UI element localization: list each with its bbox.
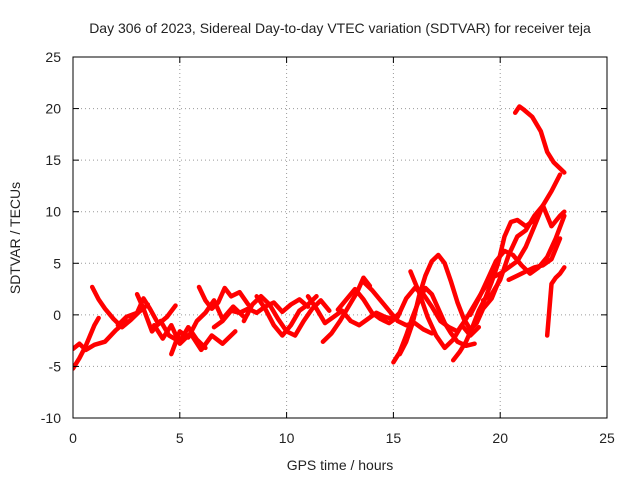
y-tick-label: 10: [45, 204, 61, 220]
x-tick-label: 0: [69, 430, 77, 446]
series-track-8: [196, 284, 251, 311]
axis-ticks: 0 5 10 15 20 25 -10 -5 0 5 10 15 20 25: [41, 49, 615, 446]
chart-title: Day 306 of 2023, Sidereal Day-to-day VTE…: [89, 20, 591, 36]
series-track-9: [211, 297, 311, 330]
series-track-24: [512, 104, 567, 175]
x-tick-label: 5: [176, 430, 184, 446]
series-track-25: [544, 265, 567, 338]
series-track-12: [305, 294, 403, 328]
series-track-18: [408, 269, 482, 351]
x-tick-label: 15: [386, 430, 402, 446]
y-tick-label: 25: [45, 49, 61, 65]
y-tick-label: -5: [49, 358, 62, 374]
series-track-11: [254, 294, 319, 338]
y-axis-label: SDTVAR / TECUs: [7, 182, 23, 294]
series-track-21: [468, 213, 567, 318]
y-tick-label: 0: [53, 307, 61, 323]
series-track-2: [73, 318, 129, 353]
plot-frame: [72, 56, 608, 419]
y-tick-label: 20: [45, 101, 61, 117]
series-track-4: [115, 296, 178, 328]
data-series: [73, 104, 567, 371]
series-track-13: [320, 275, 373, 344]
series-track-1: [73, 315, 101, 371]
y-tick-label: -10: [41, 410, 61, 426]
y-tick-label: 5: [53, 255, 61, 271]
y-tick-label: 15: [45, 152, 61, 168]
series-track-22: [480, 203, 567, 303]
gridlines: [73, 57, 607, 418]
x-axis-label: GPS time / hours: [287, 457, 394, 473]
x-tick-label: 10: [279, 430, 295, 446]
x-tick-label: 20: [492, 430, 508, 446]
series-track-15: [361, 279, 435, 336]
series-track-23: [506, 236, 563, 283]
x-tick-label: 25: [599, 430, 615, 446]
series-track-14: [335, 285, 460, 334]
series-track-17: [397, 252, 503, 357]
